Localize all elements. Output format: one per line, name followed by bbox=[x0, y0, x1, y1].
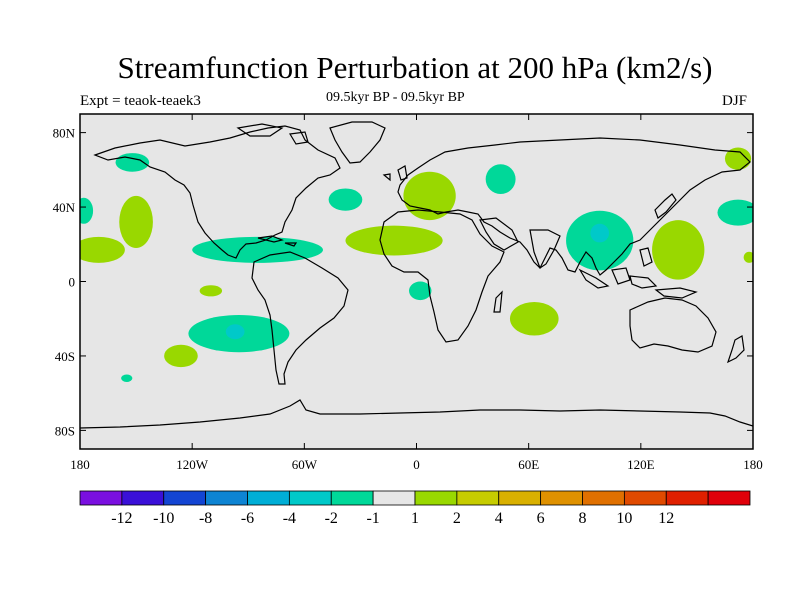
colorbar-label: 12 bbox=[658, 510, 674, 527]
colorbar-label: 2 bbox=[453, 510, 461, 527]
anomaly-region bbox=[80, 197, 94, 224]
colorbar-swatch bbox=[707, 490, 751, 506]
period-label: 09.5kyr BP - 09.5kyr BP bbox=[326, 90, 465, 105]
anomaly-region bbox=[409, 281, 432, 301]
colorbar-swatch bbox=[665, 490, 709, 506]
colorbar-label: -12 bbox=[111, 510, 132, 527]
lat-tick-label: 40S bbox=[55, 349, 75, 364]
colorbar-label: -6 bbox=[241, 510, 254, 527]
colorbar-swatch bbox=[623, 490, 667, 506]
lon-tick-label: 60W bbox=[292, 457, 318, 472]
lon-tick-label: 0 bbox=[413, 457, 420, 472]
anomaly-region bbox=[80, 236, 125, 263]
colorbar-label: 8 bbox=[579, 510, 587, 527]
coastline-antarctica bbox=[80, 399, 753, 429]
anomaly-region bbox=[590, 223, 610, 243]
lon-tick-label: 60E bbox=[518, 457, 539, 472]
anomaly-region bbox=[199, 285, 223, 297]
coastline-north-america bbox=[93, 125, 341, 259]
coastlines bbox=[80, 121, 753, 429]
colorbar-swatch bbox=[540, 490, 583, 506]
anomaly-region bbox=[121, 374, 133, 382]
colorbar-swatch bbox=[498, 490, 542, 506]
colorbar-swatch bbox=[205, 490, 248, 506]
colorbar-swatch bbox=[79, 490, 123, 506]
colorbar-label: 6 bbox=[537, 510, 545, 527]
anomaly-contours bbox=[80, 147, 753, 382]
lat-tick-label: 80N bbox=[53, 126, 76, 141]
colorbar-label: 4 bbox=[495, 510, 503, 527]
colorbar-swatch bbox=[372, 490, 416, 506]
colorbar-label: -1 bbox=[366, 510, 379, 527]
anomaly-region bbox=[164, 344, 198, 368]
map-background bbox=[80, 114, 753, 449]
anomaly-region bbox=[717, 199, 753, 226]
lon-tick-label: 180 bbox=[743, 457, 763, 472]
plot-title: Streamfunction Perturbation at 200 hPa (… bbox=[117, 50, 713, 85]
colorbar-swatch bbox=[330, 490, 374, 506]
colorbar-label: 10 bbox=[616, 510, 632, 527]
colorbar-swatch bbox=[163, 490, 207, 506]
colorbar-label: -2 bbox=[325, 510, 338, 527]
anomaly-region bbox=[652, 220, 705, 280]
coastline-south-america bbox=[251, 251, 349, 385]
colorbar-label: -10 bbox=[153, 510, 174, 527]
colorbar-swatch bbox=[414, 490, 458, 506]
coastline-caribbean bbox=[257, 235, 298, 247]
anomaly-region bbox=[743, 251, 753, 263]
lat-tick-label: 0 bbox=[69, 275, 76, 290]
colorbar-swatch bbox=[288, 490, 332, 506]
colorbar-label: -4 bbox=[283, 510, 296, 527]
axis-ticks: 80N 40N 0 40S 80S 180 120W 60W 0 60E 120E 180 bbox=[53, 114, 763, 472]
anomaly-region bbox=[485, 164, 516, 195]
colorbar-swatch bbox=[247, 490, 290, 506]
lat-tick-label: 40N bbox=[53, 200, 76, 215]
coastline-britain bbox=[382, 165, 408, 182]
coastline-arabia bbox=[479, 217, 519, 251]
lat-tick-label: 80S bbox=[55, 423, 75, 438]
season-label: DJF bbox=[722, 93, 748, 109]
coastline-se-asia-islands bbox=[578, 247, 698, 299]
colorbar-label: 1 bbox=[411, 510, 419, 527]
anomaly-region bbox=[225, 324, 245, 340]
lon-tick-label: 120E bbox=[627, 457, 655, 472]
coastline-eurasia bbox=[397, 137, 751, 276]
coastline-japan bbox=[654, 193, 677, 219]
anomaly-region bbox=[509, 301, 559, 336]
colorbar-label: -8 bbox=[199, 510, 212, 527]
experiment-label: Expt = teaok-teaek3 bbox=[80, 93, 201, 109]
coastline-australia bbox=[629, 297, 717, 353]
colorbar-swatch bbox=[121, 490, 165, 506]
coastline-greenland bbox=[329, 121, 386, 164]
anomaly-region bbox=[345, 225, 443, 256]
coastline-madagascar bbox=[493, 290, 503, 313]
colorbar: -12 -10 -8 -6 -4 -2 -1 1 2 4 6 8 10 12 bbox=[79, 490, 751, 527]
anomaly-region bbox=[119, 195, 153, 248]
lon-tick-label: 120W bbox=[176, 457, 209, 472]
lon-tick-label: 180 bbox=[70, 457, 90, 472]
colorbar-swatch bbox=[582, 490, 625, 506]
coastline-arctic-islands bbox=[236, 123, 309, 145]
colorbar-swatch bbox=[456, 490, 500, 506]
anomaly-region bbox=[328, 188, 363, 211]
coastline-new-zealand bbox=[726, 335, 745, 364]
coastline-india bbox=[529, 229, 561, 269]
coastline-africa bbox=[379, 209, 505, 343]
anomaly-region bbox=[724, 147, 752, 170]
anomaly-region bbox=[403, 171, 456, 221]
